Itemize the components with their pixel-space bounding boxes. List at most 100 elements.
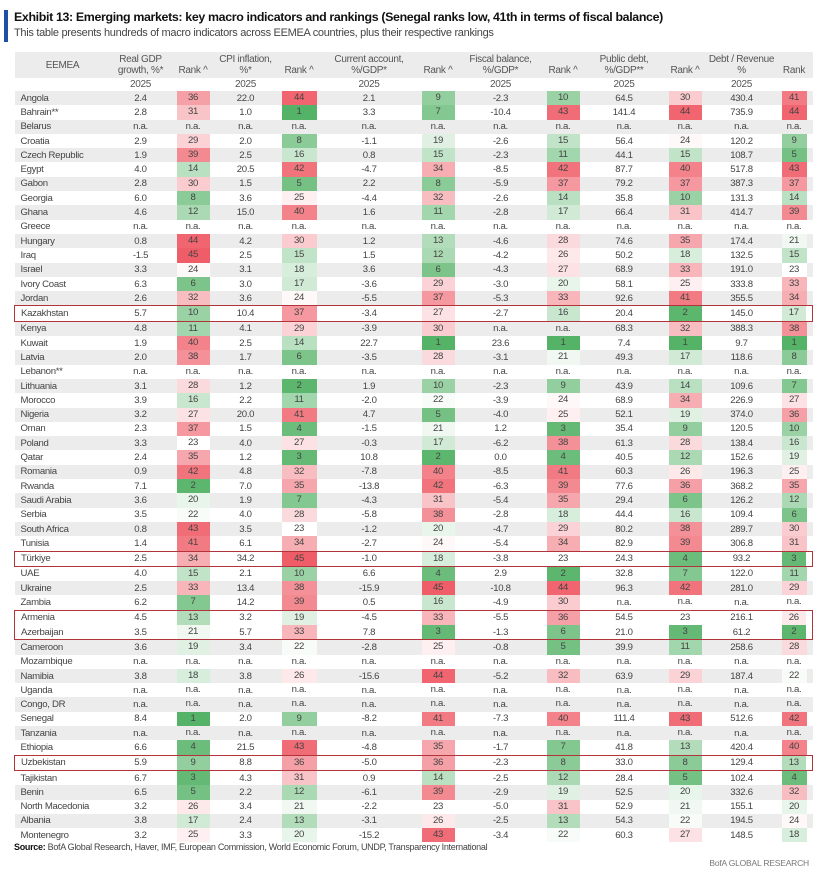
indicator-value: 0.8 xyxy=(110,233,171,249)
country-name: Kazakhstan xyxy=(14,305,111,322)
indicator-value: 6.6 xyxy=(134,742,147,753)
column-header: Rank ^ xyxy=(415,52,461,78)
table-row: Egypt 4.0 14 20.5 42 -4.7 34 -8.5 42 87.7 40 517.8 4… xyxy=(15,162,813,177)
rank-cell: 39 xyxy=(541,479,586,494)
rank-value: 19 xyxy=(421,133,455,149)
rank-value: 38 xyxy=(781,321,807,337)
rank-cell: 22 xyxy=(541,828,586,843)
rank-value: 31 xyxy=(781,536,807,551)
indicator-value: n.a. xyxy=(238,366,253,378)
source-text: BofA Global Research, Haver, IMF, Europe… xyxy=(45,842,488,852)
rank-value: 27 xyxy=(781,393,807,408)
rank-value: 13 xyxy=(781,755,806,770)
rank-cell: n.a. xyxy=(276,683,323,697)
indicator-value: n.a. xyxy=(493,221,508,233)
indicator-value: 28.4 xyxy=(615,772,633,784)
rank-cell: 23 xyxy=(540,550,586,567)
rank-cell: 33 xyxy=(776,276,813,292)
rank-cell: 11 xyxy=(415,205,461,220)
indicator-value: 6.0 xyxy=(134,192,147,204)
rank-cell: 20 xyxy=(276,828,323,843)
indicator-value: -10.8 xyxy=(460,581,541,596)
rank-value: 2 xyxy=(668,306,702,321)
rank-value: 16 xyxy=(668,507,702,522)
rank-value: 26 xyxy=(781,610,806,625)
rank-cell: 6 xyxy=(171,276,216,292)
rank-cell: 1 xyxy=(663,336,708,351)
indicator-value: -7.8 xyxy=(322,464,416,480)
rank-cell: 37 xyxy=(775,176,813,192)
rank-value: 16 xyxy=(781,436,807,451)
rank-value: n.a. xyxy=(677,684,693,696)
rank-value: 3 xyxy=(781,551,806,566)
rank-value: n.a. xyxy=(291,698,307,710)
rank-cell: 43 xyxy=(541,105,586,120)
brand-footer: BofA GLOBAL RESEARCH xyxy=(709,858,809,868)
rank-cell: 39 xyxy=(170,148,216,163)
rank-value: 15 xyxy=(781,248,807,263)
rank-value: 28 xyxy=(546,233,580,249)
accent-bar xyxy=(4,10,8,42)
rank-value: 33 xyxy=(281,624,317,640)
indicator-value: -5.8 xyxy=(361,509,377,521)
rank-cell: n.a. xyxy=(775,726,813,741)
rank-cell: 32 xyxy=(275,464,323,480)
indicator-value: 3.5 xyxy=(110,624,171,641)
rank-value: n.a. xyxy=(786,698,802,710)
indicator-value: 3.3 xyxy=(110,262,171,277)
rank-cell: 16 xyxy=(775,436,813,451)
rank-cell: 44 xyxy=(540,581,586,596)
table-row: Tanzania n.a. n.a. n.a. n.a. n.a. n.a. n.a. n.a.… xyxy=(14,726,813,741)
rank-cell: n.a. xyxy=(663,365,708,379)
rank-cell: 1 xyxy=(776,336,813,351)
rank-value: 29 xyxy=(668,668,702,684)
indicator-value: 68.9 xyxy=(615,394,633,406)
rank-value: 19 xyxy=(781,450,807,465)
indicator-value: -2.3 xyxy=(460,378,541,394)
indicator-value: n.a. xyxy=(133,366,148,378)
indicator-value: n.a. xyxy=(215,726,276,741)
rank-value: 21 xyxy=(176,624,210,640)
rank-value: 42 xyxy=(421,479,455,494)
indicator-value: 111.4 xyxy=(613,713,635,725)
indicator-value: 1.2 xyxy=(322,233,416,249)
rank-value: 5 xyxy=(176,785,210,800)
rank-cell: 12 xyxy=(275,785,323,800)
table-row: Oman 2.3 37 1.5 4 -1.5 21 1.2 3 35.4 9 120.5 10 xyxy=(15,421,813,437)
indicator-value: 4.6 xyxy=(110,205,171,220)
table-row: Uganda n.a. n.a. n.a. n.a. n.a. n.a. n.a. n.a. n.… xyxy=(15,683,813,697)
rank-cell: 12 xyxy=(775,493,813,508)
country-name: Ukraine xyxy=(14,581,111,596)
indicator-value: 4.8 xyxy=(215,464,276,480)
rank-cell: 13 xyxy=(415,233,461,249)
rank-cell: 21 xyxy=(540,350,586,365)
rank-cell: 21 xyxy=(170,624,216,641)
rank-value: 17 xyxy=(546,205,580,220)
rank-cell: 2 xyxy=(775,624,813,641)
rank-cell: 40 xyxy=(663,162,708,177)
rank-cell: 6 xyxy=(275,350,323,365)
indicator-value: n.a. xyxy=(734,597,749,609)
indicator-value: -2.3 xyxy=(460,148,541,163)
rank-value: 28 xyxy=(781,640,807,655)
rank-cell: n.a. xyxy=(776,655,813,669)
indicator-value: 3.2 xyxy=(134,829,147,841)
rank-value: 11 xyxy=(668,640,702,655)
rank-value: n.a. xyxy=(677,365,693,377)
rank-cell: 22 xyxy=(171,507,216,522)
rank-value: 34 xyxy=(421,162,455,177)
country-name: Ivory Coast xyxy=(20,278,67,290)
rank-value: 26 xyxy=(421,813,455,829)
indicator-value: n.a. xyxy=(322,697,416,712)
indicator-value: n.a. xyxy=(734,684,749,696)
rank-cell: 38 xyxy=(540,436,586,451)
indicator-value: 2.6 xyxy=(110,291,171,306)
rank-cell: 43 xyxy=(170,521,216,537)
indicator-value: 187.4 xyxy=(707,668,776,684)
indicator-value: 4.0 xyxy=(134,568,147,580)
rank-value: 6 xyxy=(546,624,580,640)
rank-cell: 24 xyxy=(541,393,586,408)
indicator-value: n.a. xyxy=(734,366,749,378)
rank-value: 32 xyxy=(781,785,807,800)
indicator-value: n.a. xyxy=(361,684,377,696)
